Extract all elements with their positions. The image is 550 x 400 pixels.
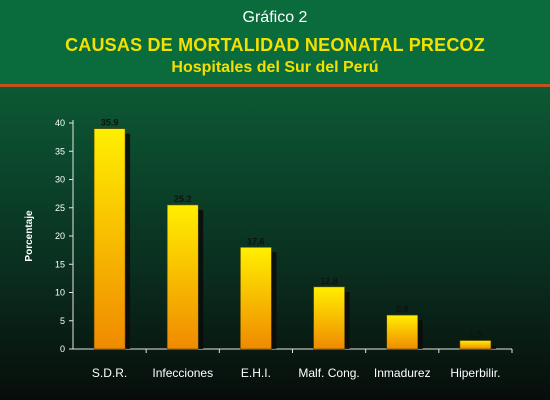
y-tick-label: 30	[55, 175, 65, 185]
y-tick-label: 15	[55, 259, 65, 269]
axes	[69, 120, 513, 353]
chart-subtitle: Hospitales del Sur del Perú	[171, 59, 379, 76]
category-label: E.H.I.	[241, 366, 271, 380]
value-label: 1.5	[469, 330, 482, 340]
y-tick-label: 40	[55, 118, 65, 128]
header-divider	[0, 84, 550, 87]
category-label: Inmadurez	[374, 366, 431, 380]
y-tick-label: 0	[60, 344, 65, 354]
value-label: 5.9	[396, 304, 409, 314]
value-label: 17.6	[247, 236, 265, 246]
value-label: 25.2	[174, 194, 192, 204]
bar-malf-cong	[313, 286, 345, 350]
y-tick-label: 10	[55, 288, 65, 298]
bar-shadows	[99, 133, 496, 349]
chart-title: CAUSAS DE MORTALIDAD NEONATAL PRECOZ	[65, 35, 485, 55]
y-tick-label: 25	[55, 203, 65, 213]
category-label: Infecciones	[152, 366, 213, 380]
bar-e-h-i	[240, 247, 272, 350]
labels: 0 5 10 15 20 25 30 35 40 Porcentaje 35.9 S.D.R. 25.2…	[24, 118, 500, 380]
bar-inmadurez	[386, 314, 419, 350]
y-tick-label: 5	[60, 316, 65, 326]
figure-caption: Gráfico 2	[242, 9, 308, 26]
category-label: Hiperbilir.	[450, 366, 500, 380]
bar-s-d-r	[93, 128, 126, 350]
category-label: Malf. Cong.	[298, 366, 359, 380]
value-label: 35.9	[101, 118, 119, 128]
value-label: 12.8	[320, 276, 338, 286]
y-axis-label: Porcentaje	[24, 210, 35, 262]
y-tick-label: 35	[55, 146, 65, 156]
bar-infecciones	[166, 204, 199, 350]
category-label: S.D.R.	[92, 366, 127, 380]
bars	[93, 128, 492, 350]
y-tick-label: 20	[55, 231, 65, 241]
bar-hiperbilir	[459, 340, 492, 350]
